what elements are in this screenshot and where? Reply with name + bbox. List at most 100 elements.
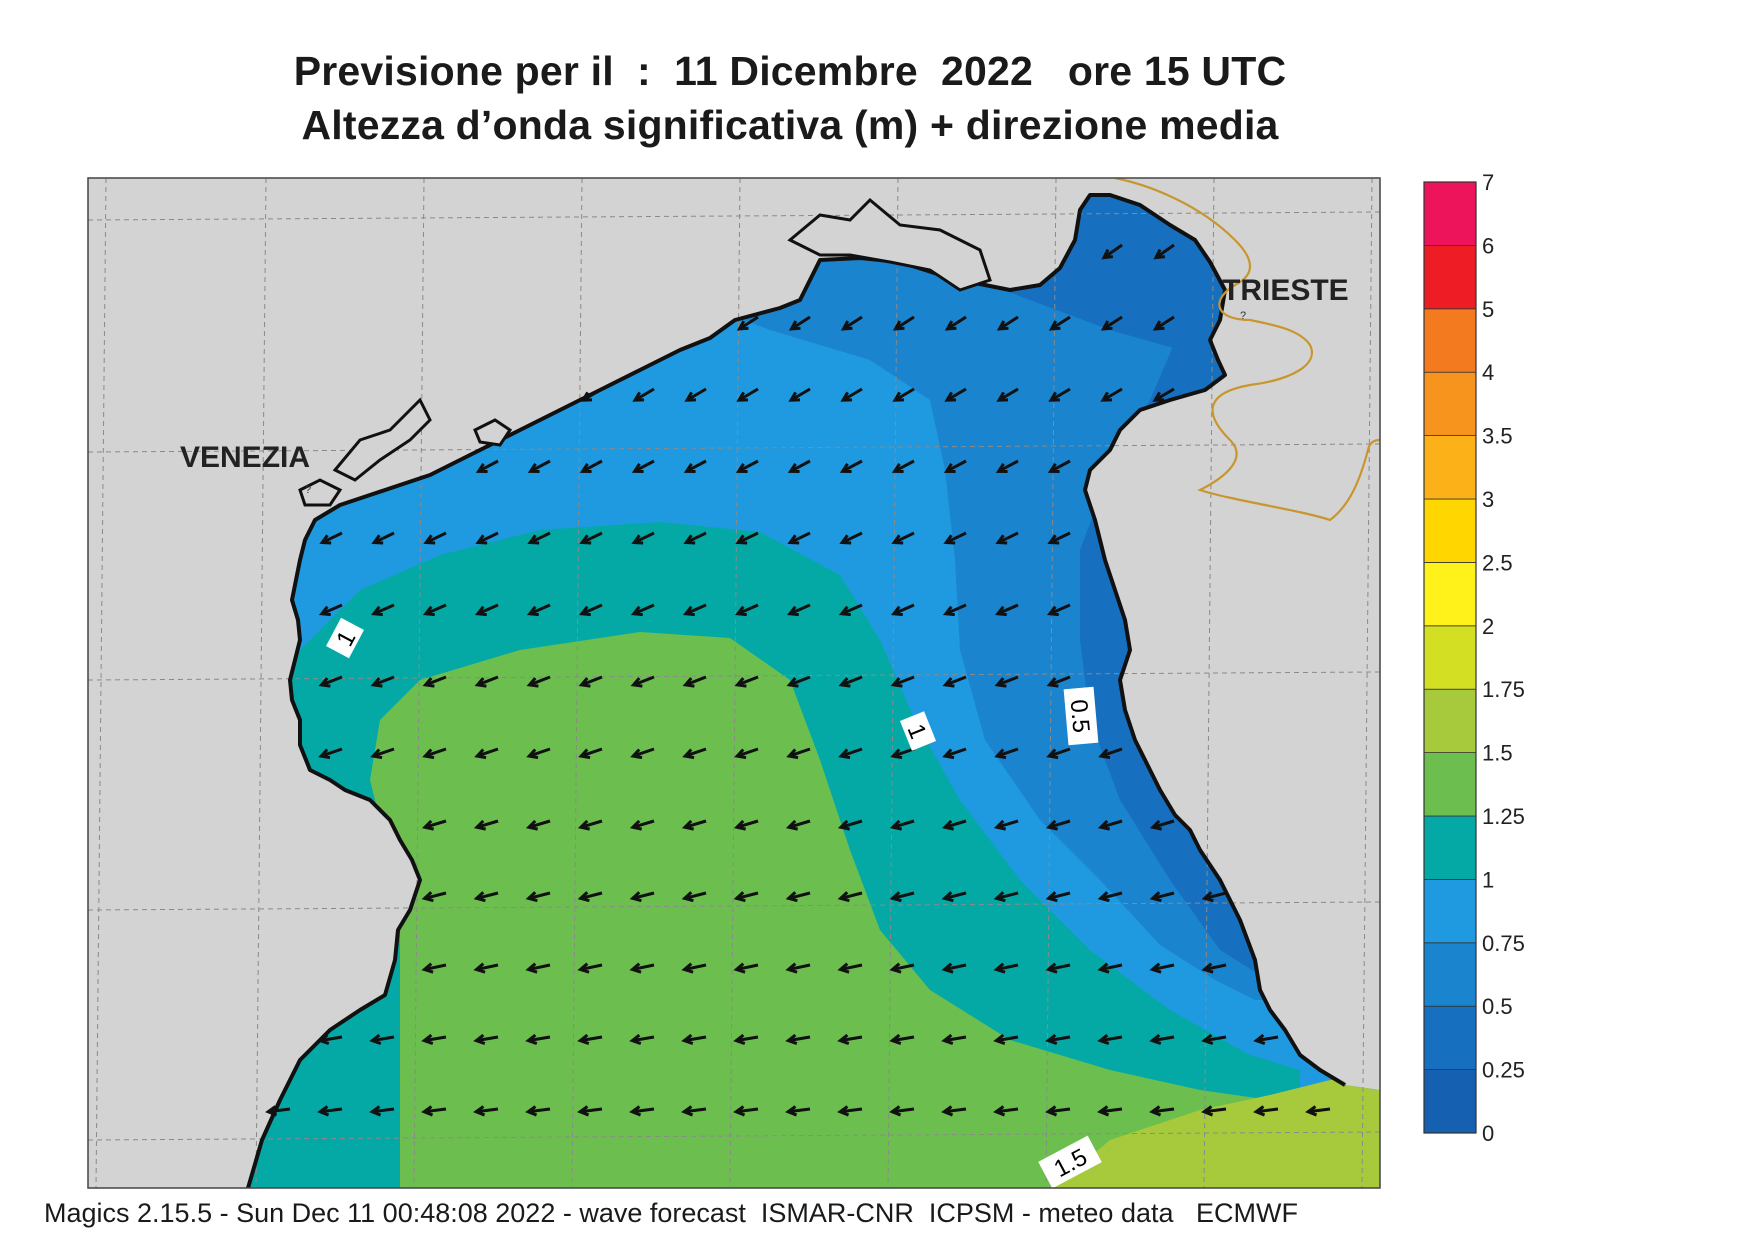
direction-arrow xyxy=(734,747,759,760)
direction-arrow xyxy=(891,459,915,473)
legend-tick-label: 4 xyxy=(1482,360,1494,385)
legend-tick-label: 3 xyxy=(1482,487,1494,512)
legend-swatch xyxy=(1423,562,1477,627)
direction-arrow xyxy=(735,531,759,545)
city-label-venezia: VENEZIA xyxy=(180,441,310,474)
direction-arrow xyxy=(787,531,811,545)
direction-arrow xyxy=(1253,1105,1279,1117)
meridian-line xyxy=(571,178,583,1188)
direction-arrow xyxy=(682,747,707,760)
direction-arrow xyxy=(629,891,655,903)
direction-arrow xyxy=(474,675,499,688)
direction-arrow xyxy=(473,1033,499,1046)
direction-arrow xyxy=(1149,819,1175,831)
direction-arrow xyxy=(1047,531,1071,545)
direction-arrow xyxy=(1152,315,1175,331)
direction-arrow xyxy=(944,387,967,402)
direction-arrow xyxy=(526,675,551,688)
direction-arrow xyxy=(474,747,499,760)
direction-arrow xyxy=(837,1033,863,1046)
direction-arrow xyxy=(525,891,551,903)
direction-arrow xyxy=(1045,1033,1071,1046)
direction-arrow xyxy=(629,819,655,831)
direction-arrow xyxy=(733,1033,759,1046)
direction-arrow xyxy=(371,531,395,545)
direction-arrow xyxy=(370,675,395,688)
direction-arrow xyxy=(892,315,915,331)
direction-arrow xyxy=(993,1105,1019,1117)
direction-arrow xyxy=(369,1033,395,1046)
direction-arrow xyxy=(994,603,1019,617)
direction-arrow xyxy=(993,819,1019,831)
direction-arrow xyxy=(1045,1105,1071,1117)
direction-arrow xyxy=(474,603,499,617)
legend-tick-label: 0.5 xyxy=(1482,994,1513,1019)
meridian-line xyxy=(413,178,425,1188)
direction-arrow xyxy=(1048,315,1071,331)
direction-arrow xyxy=(422,675,447,688)
direction-arrow xyxy=(736,315,759,331)
direction-arrow xyxy=(788,387,811,402)
meridian-line xyxy=(729,178,741,1188)
direction-arrow xyxy=(1201,891,1227,903)
direction-arrow xyxy=(577,819,603,831)
meridian-line xyxy=(95,178,107,1188)
direction-arrow xyxy=(422,603,447,617)
direction-arrow xyxy=(1305,1105,1331,1117)
direction-arrow xyxy=(837,819,863,831)
direction-arrow xyxy=(579,459,603,473)
direction-arrow xyxy=(1097,1033,1123,1046)
direction-arrow xyxy=(943,531,967,545)
direction-arrow xyxy=(1152,387,1175,402)
legend-tick-label: 7 xyxy=(1482,170,1494,195)
legend-swatch xyxy=(1423,815,1477,880)
direction-arrow xyxy=(787,459,811,473)
direction-arrow xyxy=(942,603,967,617)
direction-arrow xyxy=(892,387,915,402)
legend-tick-label: 1.5 xyxy=(1482,741,1513,766)
direction-arrow xyxy=(942,747,967,760)
direction-arrow xyxy=(1047,459,1071,473)
direction-arrow xyxy=(994,675,1019,688)
direction-arrow xyxy=(631,459,655,473)
contour-label-0-5: 0.5 xyxy=(1063,686,1099,746)
legend-swatch xyxy=(1423,1069,1477,1134)
direction-arrow xyxy=(840,315,863,331)
direction-arrow xyxy=(318,747,343,760)
direction-arrow xyxy=(1097,819,1123,831)
direction-arrow xyxy=(423,531,447,545)
direction-arrow xyxy=(525,1033,551,1046)
direction-arrow xyxy=(578,675,603,688)
direction-arrow xyxy=(681,1033,707,1046)
direction-arrow xyxy=(785,819,811,831)
direction-arrow xyxy=(993,1033,1019,1046)
direction-arrow xyxy=(421,962,447,974)
legend-tick-label: 0 xyxy=(1482,1121,1494,1146)
direction-arrow xyxy=(785,891,811,903)
marano-lagoon xyxy=(787,197,992,292)
direction-arrow xyxy=(733,1105,759,1117)
direction-arrow xyxy=(995,531,1019,545)
direction-arrow xyxy=(473,819,499,831)
direction-arrow xyxy=(630,603,655,617)
legend-tick-label: 6 xyxy=(1482,233,1494,258)
direction-arrow xyxy=(475,531,499,545)
direction-arrow xyxy=(1098,747,1123,760)
meridian-line xyxy=(1361,178,1373,1188)
legend-tick-label: 1 xyxy=(1482,867,1494,892)
meridian-line xyxy=(1203,178,1215,1188)
direction-arrow xyxy=(995,459,1019,473)
legend-tick-label: 2 xyxy=(1482,614,1494,639)
legend-tick-label: 2.5 xyxy=(1482,550,1513,575)
direction-arrow xyxy=(993,962,1019,974)
direction-arrow xyxy=(786,675,811,688)
direction-arrow xyxy=(840,387,863,402)
direction-arrow xyxy=(1100,387,1123,402)
direction-arrow xyxy=(630,747,655,760)
direction-arrow xyxy=(577,1105,603,1117)
city-marker-trieste: ? xyxy=(1240,310,1246,322)
direction-arrow xyxy=(475,459,499,473)
map-subtitle: Altezza d’onda significativa (m) + direz… xyxy=(301,102,1279,148)
direction-arrow xyxy=(526,603,551,617)
direction-arrow xyxy=(629,1105,655,1117)
